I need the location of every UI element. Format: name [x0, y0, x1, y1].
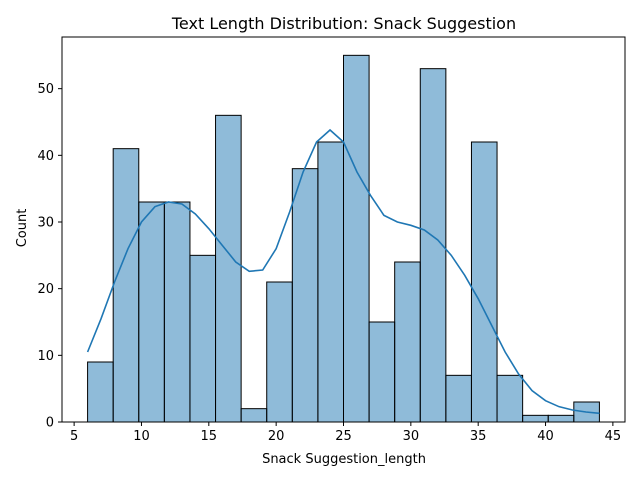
y-tick-label: 20 [37, 282, 54, 297]
y-tick-label: 10 [37, 349, 54, 364]
kde-curve [86, 128, 600, 415]
histogram-bar [112, 148, 140, 423]
histogram-bar [522, 414, 549, 423]
histogram-bar [215, 114, 242, 423]
y-tick-label: 30 [37, 216, 54, 231]
x-tick-label: 35 [470, 429, 487, 444]
histogram-bar [317, 141, 344, 423]
histogram-bar [138, 201, 165, 423]
y-tick-label: 40 [37, 149, 54, 164]
histogram-bar [445, 374, 472, 423]
histogram-bar [343, 54, 370, 423]
y-tick-label: 50 [37, 82, 54, 97]
bars-group [87, 54, 600, 423]
histogram-bar [240, 408, 268, 423]
y-tick-label: 0 [46, 416, 54, 431]
chart-title: Text Length Distribution: Snack Suggesti… [171, 14, 516, 33]
histogram-bar [266, 281, 293, 423]
x-tick-label: 45 [605, 429, 622, 444]
histogram-bar [368, 321, 396, 423]
x-tick-label: 10 [133, 429, 150, 444]
histogram-bar [547, 414, 575, 423]
x-tick-label: 20 [268, 429, 285, 444]
histogram-bar [496, 374, 524, 423]
histogram-bar [291, 168, 319, 423]
histogram-bar [87, 361, 114, 423]
x-axis-label: Snack Suggestion_length [262, 452, 426, 467]
histogram-bar [470, 141, 498, 423]
y-axis-label: Count [15, 209, 30, 248]
x-tick-label: 25 [335, 429, 352, 444]
x-tick-label: 5 [70, 429, 78, 444]
x-tick-label: 15 [201, 429, 218, 444]
histogram-bar [394, 261, 421, 423]
axes-group: 5 10 15 20 25 30 35 40 45 0 10 20 30 40 50 [37, 36, 626, 444]
x-tick-label: 40 [537, 429, 554, 444]
x-tick-label: 30 [403, 429, 420, 444]
histogram-bar [163, 201, 191, 423]
histogram-bar [189, 254, 217, 423]
